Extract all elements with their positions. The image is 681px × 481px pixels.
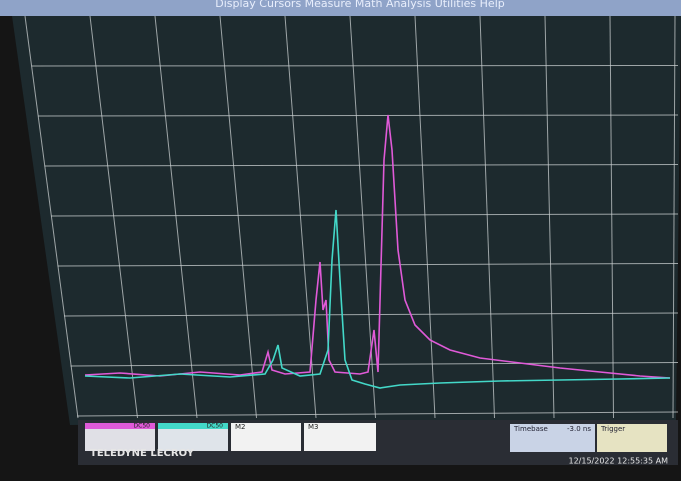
timebase-value: -3.0 ns bbox=[567, 425, 591, 433]
grid-horizontal bbox=[50, 213, 679, 217]
grid-vertical bbox=[284, 15, 317, 419]
grid-horizontal bbox=[57, 263, 679, 267]
m2-label: M2 bbox=[235, 423, 246, 431]
menu-text: Display Cursors Measure Math Analysis Ut… bbox=[215, 0, 504, 10]
trace-cyan bbox=[84, 209, 671, 389]
trigger-box bbox=[597, 424, 667, 452]
grid-horizontal bbox=[76, 411, 679, 417]
timebase-box bbox=[510, 424, 595, 452]
grid-horizontal bbox=[37, 114, 679, 117]
m3-box bbox=[304, 423, 376, 451]
grid-vertical bbox=[672, 15, 676, 419]
grid-horizontal bbox=[63, 312, 679, 317]
grid-vertical bbox=[609, 15, 614, 419]
timestamp: 12/15/2022 12:55:35 AM bbox=[569, 457, 669, 466]
menu-bar bbox=[0, 0, 681, 16]
grid-vertical bbox=[89, 15, 138, 419]
m2-box bbox=[231, 423, 301, 451]
timebase-label: Timebase bbox=[513, 425, 548, 433]
grid-vertical bbox=[544, 15, 555, 419]
grid-vertical bbox=[24, 15, 79, 419]
grid-horizontal bbox=[70, 362, 679, 367]
grid-vertical bbox=[479, 15, 495, 419]
brand: TELEDYNE LECROY bbox=[90, 448, 195, 459]
grid-vertical bbox=[154, 15, 198, 419]
c1-label: DC50 bbox=[134, 423, 151, 430]
grid-horizontal bbox=[44, 164, 679, 167]
c2-header bbox=[158, 423, 228, 429]
m3-label: M3 bbox=[308, 423, 319, 431]
grid-vertical bbox=[414, 15, 436, 419]
c1-header bbox=[85, 423, 155, 429]
screen bbox=[12, 16, 681, 425]
c2-label: DC50 bbox=[207, 423, 224, 430]
grid-horizontal bbox=[31, 65, 679, 67]
trigger-label: Trigger bbox=[600, 425, 625, 433]
trace-magenta bbox=[84, 114, 671, 379]
grid-vertical bbox=[219, 15, 257, 419]
grid bbox=[24, 15, 679, 419]
